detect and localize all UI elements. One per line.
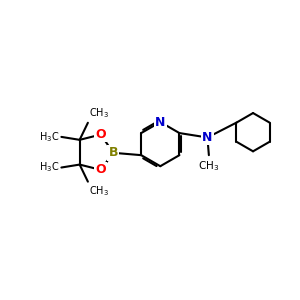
Text: H$_3$C: H$_3$C — [39, 130, 59, 144]
Text: H$_3$C: H$_3$C — [39, 160, 59, 174]
Text: O: O — [95, 164, 106, 176]
Text: B: B — [109, 146, 118, 159]
Text: CH$_3$: CH$_3$ — [89, 184, 110, 198]
Text: O: O — [95, 128, 106, 141]
Text: N: N — [155, 116, 166, 128]
Text: CH$_3$: CH$_3$ — [198, 160, 220, 173]
Text: CH$_3$: CH$_3$ — [89, 106, 110, 120]
Text: N: N — [202, 131, 213, 144]
